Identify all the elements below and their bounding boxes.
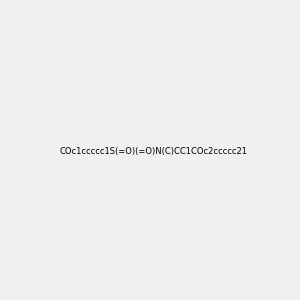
Text: COc1ccccc1S(=O)(=O)N(C)CC1COc2ccccc21: COc1ccccc1S(=O)(=O)N(C)CC1COc2ccccc21	[60, 147, 248, 156]
